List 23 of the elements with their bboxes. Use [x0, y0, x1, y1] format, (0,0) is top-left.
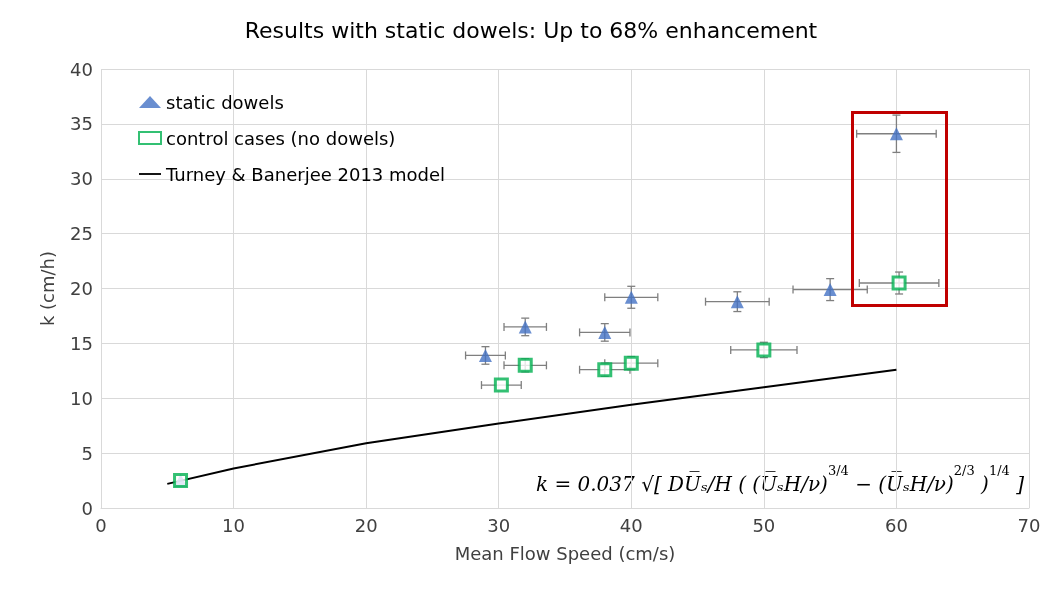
legend-label: Turney & Banerjee 2013 model: [165, 163, 446, 185]
y-tick-label: 10: [70, 387, 93, 409]
y-tick-label: 20: [70, 278, 93, 299]
y-tick-label: 35: [70, 113, 93, 135]
legend-label: control cases (no dowels): [166, 127, 396, 149]
y-tick-label: 0: [81, 497, 93, 519]
x-tick-label: 40: [619, 514, 643, 536]
x-tick-label: 60: [884, 514, 908, 536]
x-tick-label: 0: [95, 514, 107, 536]
y-axis-title: k (cm/h): [36, 250, 58, 327]
x-tick-label: 10: [222, 514, 246, 536]
legend-label: static dowels: [166, 91, 284, 113]
x-tick-label: 20: [354, 514, 378, 536]
y-tick-label: 30: [70, 168, 93, 190]
y-tick-label: 15: [70, 332, 93, 354]
chart-title: Results with static dowels: Up to 68% enhancement: [244, 17, 818, 43]
y-tick-label: 5: [81, 442, 93, 464]
x-axis-title: Mean Flow Speed (cm/s): [454, 542, 676, 564]
x-tick-label: 70: [1017, 514, 1041, 536]
x-tick-label: 50: [752, 514, 776, 536]
x-tick-label: 30: [487, 514, 511, 536]
y-tick-label: 25: [70, 223, 93, 245]
y-tick-label: 40: [70, 58, 93, 80]
